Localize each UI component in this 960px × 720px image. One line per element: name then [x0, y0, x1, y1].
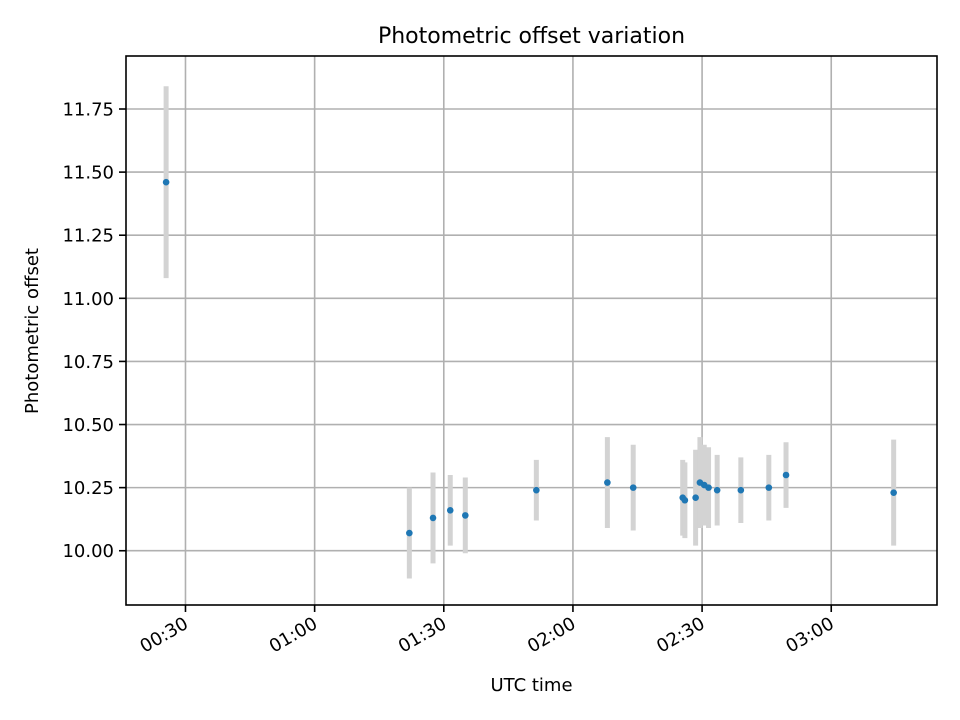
data-point: [737, 486, 745, 494]
data-point: [681, 496, 689, 504]
grid: [126, 56, 937, 605]
y-tick-label: 10.50: [62, 415, 114, 436]
y-axis-label: Photometric offset: [22, 248, 43, 414]
data-point: [705, 484, 712, 491]
error-bars: [163, 86, 897, 579]
plot-frame: [125, 55, 938, 606]
y-tick-label: 10.00: [62, 541, 114, 562]
data-point: [713, 486, 721, 494]
x-axis-label: UTC time: [490, 675, 572, 696]
data-point: [692, 494, 699, 502]
data-point: [533, 486, 540, 494]
data-point: [162, 178, 170, 186]
data-point: [462, 512, 469, 519]
data-point: [629, 484, 637, 491]
axis-ticks: 00:30 01:00 01:30 02:00 02:30 03:00 10.00 10.25…: [62, 100, 837, 658]
y-tick-label: 11.25: [62, 226, 114, 247]
data-point: [890, 489, 897, 496]
x-tick-label: 03:00: [782, 613, 837, 657]
y-tick-label: 10.75: [62, 352, 114, 373]
y-tick-label: 10.25: [62, 478, 114, 499]
x-tick-label: 00:30: [137, 613, 192, 657]
y-tick-label: 11.75: [62, 100, 114, 121]
y-tick-label: 11.00: [62, 289, 114, 310]
data-point: [604, 479, 611, 486]
data-point: [782, 471, 790, 479]
data-point: [446, 507, 454, 514]
chart-title: Photometric offset variation: [378, 24, 685, 49]
data-point: [765, 484, 773, 491]
data-points: [162, 178, 897, 537]
data-point: [406, 529, 413, 537]
x-tick-label: 01:30: [395, 613, 450, 657]
x-tick-label: 02:30: [653, 613, 708, 657]
y-tick-label: 11.50: [62, 163, 114, 184]
x-tick-label: 01:00: [266, 613, 321, 657]
data-point: [429, 514, 437, 522]
x-tick-label: 02:00: [524, 613, 579, 657]
